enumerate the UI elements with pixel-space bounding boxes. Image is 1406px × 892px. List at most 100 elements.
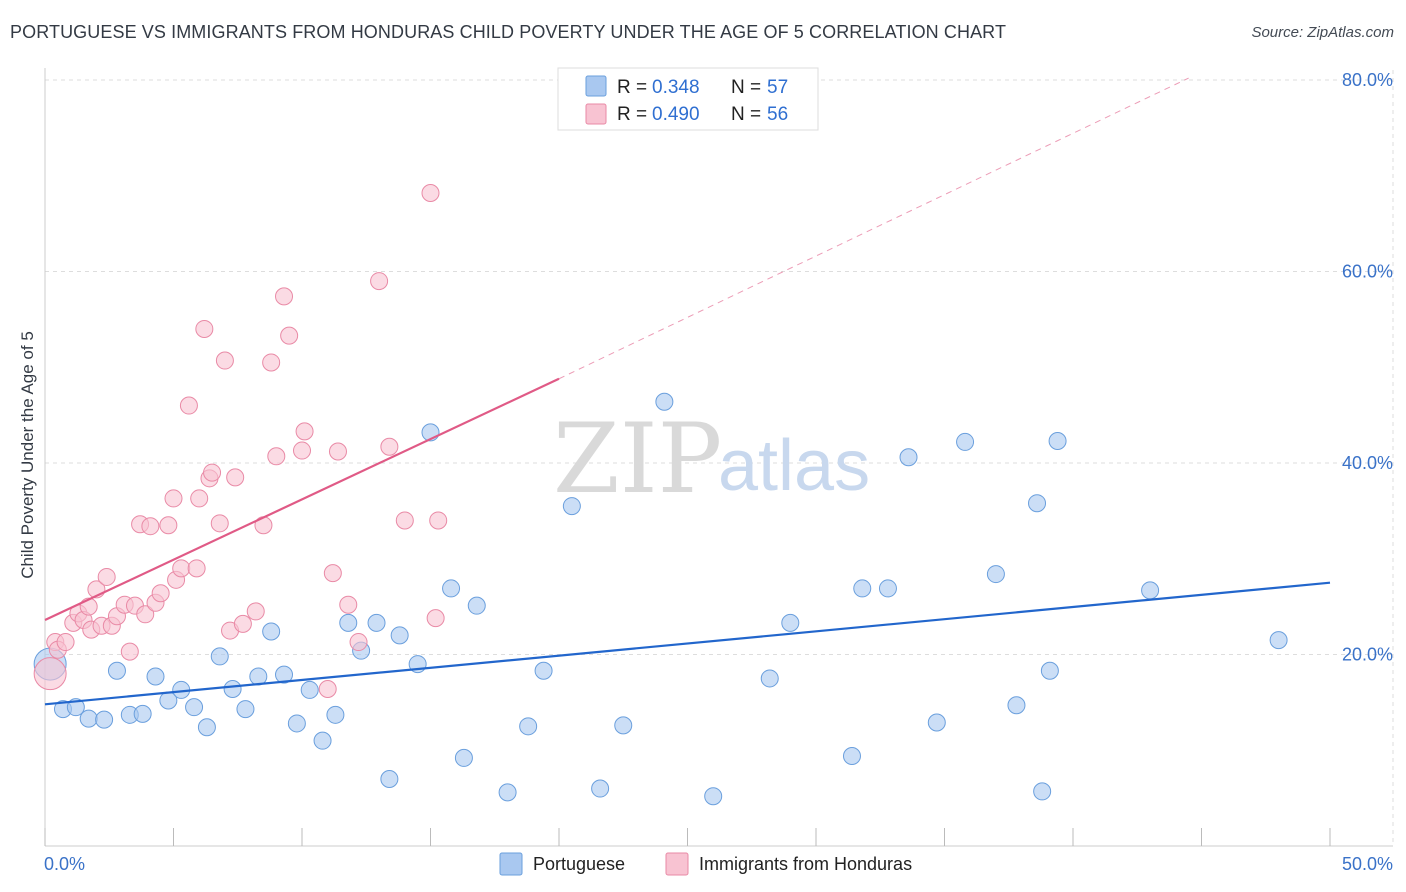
honduras-point-31 [203, 463, 222, 482]
bottom-legend: Portuguese Immigrants from Honduras [499, 852, 912, 876]
bottom-legend-swatch-portuguese [499, 852, 523, 876]
x-tick-label-max: 50.0% [1342, 854, 1393, 874]
honduras-point-3 [56, 633, 75, 652]
honduras-point-53 [421, 183, 440, 202]
y-tick-label-80: 80.0% [1342, 70, 1393, 90]
watermark: ZIP atlas [553, 403, 870, 515]
legend-swatch-portuguese [585, 75, 607, 97]
portuguese-point-23 [339, 613, 358, 632]
portuguese-point-27 [390, 626, 409, 645]
bottom-legend-swatch-honduras [665, 852, 689, 876]
legend-r-label-honduras: R = [617, 104, 647, 125]
portuguese-trend-line [44, 581, 1331, 706]
portuguese-point-36 [562, 497, 581, 516]
portuguese-point-35 [534, 661, 553, 680]
portuguese-point-46 [899, 448, 918, 467]
legend-n-label-honduras: N = [731, 104, 761, 125]
portuguese-point-54 [1048, 431, 1067, 450]
portuguese-point-17 [262, 622, 281, 641]
portuguese-point-51 [1028, 494, 1047, 513]
bottom-legend-label-honduras: Immigrants from Honduras [699, 854, 912, 874]
portuguese-point-3 [79, 709, 98, 728]
honduras-point-51 [380, 437, 399, 456]
y-tick-label-40: 40.0% [1342, 453, 1393, 473]
portuguese-point-18 [275, 665, 294, 684]
honduras-point-52 [395, 511, 414, 530]
portuguese-point-21 [313, 731, 332, 750]
portuguese-point-32 [467, 596, 486, 615]
portuguese-point-53 [1040, 661, 1059, 680]
y-tick-label-60: 60.0% [1342, 262, 1393, 282]
honduras-point-29 [195, 319, 214, 338]
honduras-point-18 [136, 605, 155, 624]
portuguese-point-44 [853, 579, 872, 598]
honduras-point-54 [426, 609, 445, 628]
portuguese-point-38 [614, 716, 633, 735]
bottom-legend-label-portuguese: Portuguese [533, 854, 625, 874]
legend-n-value-portuguese: 57 [767, 77, 788, 98]
honduras-point-48 [339, 595, 358, 614]
honduras-point-50 [370, 272, 389, 291]
legend-r-value-portuguese: 0.348 [652, 77, 700, 98]
chart-title: PORTUGUESE VS IMMIGRANTS FROM HONDURAS C… [10, 22, 1007, 42]
portuguese-point-19 [287, 714, 306, 733]
legend-n-label-portuguese: N = [731, 77, 761, 98]
honduras-point-11 [97, 567, 116, 586]
watermark-zip: ZIP [553, 403, 722, 515]
portuguese-point-8 [146, 667, 165, 686]
legend-r-value-honduras: 0.490 [652, 104, 700, 125]
honduras-point-27 [187, 559, 206, 578]
legend-swatch-honduras [585, 103, 607, 125]
honduras-point-21 [151, 584, 170, 603]
portuguese-point-48 [956, 432, 975, 451]
y-tick-labels: 20.0% 40.0% 60.0% 80.0% [1342, 70, 1393, 665]
portuguese-point-42 [781, 613, 800, 632]
portuguese-point-43 [842, 746, 861, 765]
portuguese-point-22 [326, 705, 345, 724]
honduras-point-25 [172, 559, 191, 578]
source-label: Source: ZipAtlas.com [1251, 24, 1394, 41]
legend-n-value-honduras: 56 [767, 104, 788, 125]
y-tick-label-20: 20.0% [1342, 645, 1393, 665]
portuguese-point-5 [107, 661, 126, 680]
honduras-point-39 [262, 353, 281, 372]
honduras-point-49 [349, 633, 368, 652]
portuguese-point-34 [519, 717, 538, 736]
portuguese-point-25 [367, 613, 386, 632]
honduras-point-43 [293, 441, 311, 460]
honduras-point-33 [215, 351, 234, 370]
portuguese-point-52 [1033, 782, 1052, 801]
legend-r-label-portuguese: R = [617, 77, 647, 98]
legend-box: R = 0.348 N = 57 R = 0.490 N = 56 [557, 67, 819, 131]
portuguese-point-40 [704, 787, 723, 806]
honduras-point-26 [179, 396, 198, 415]
portuguese-point-55 [1141, 581, 1160, 600]
honduras-point-15 [120, 642, 139, 661]
portuguese-point-11 [185, 698, 204, 717]
honduras-point-37 [246, 602, 265, 621]
portuguese-point-47 [927, 713, 946, 732]
portuguese-point-41 [760, 669, 779, 688]
honduras-point-32 [210, 514, 229, 533]
axes [44, 68, 1393, 847]
portuguese-point-20 [300, 680, 319, 699]
honduras-point-19 [141, 517, 160, 536]
portuguese-point-2 [66, 698, 85, 717]
portuguese-point-14 [223, 679, 242, 698]
honduras-point-35 [226, 468, 245, 487]
watermark-atlas: atlas [718, 426, 870, 506]
honduras-point-36 [233, 614, 252, 633]
honduras-point-46 [323, 564, 342, 583]
portuguese-point-26 [380, 769, 399, 788]
honduras-point-23 [164, 489, 183, 508]
portuguese-point-12 [197, 718, 216, 737]
portuguese-point-7 [133, 704, 152, 723]
portuguese-point-15 [236, 700, 255, 719]
portuguese-point-56 [1269, 631, 1288, 650]
trend-lines [44, 77, 1331, 706]
portuguese-point-30 [442, 579, 461, 598]
portuguese-point-33 [498, 783, 517, 802]
portuguese-points [33, 392, 1288, 806]
honduras-trend-line [44, 377, 560, 622]
